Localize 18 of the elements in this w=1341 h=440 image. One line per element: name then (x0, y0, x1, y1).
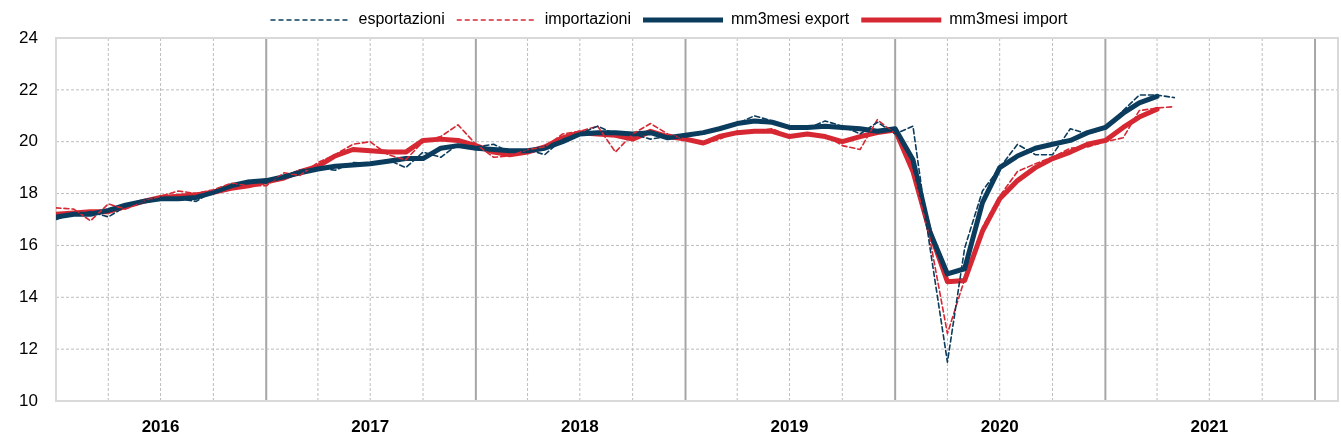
legend-label: esportazioni (358, 10, 445, 28)
legend-label: mm3mesi import (949, 10, 1069, 28)
y-tick-label: 20 (19, 131, 38, 151)
x-tick-label: 2019 (770, 416, 809, 436)
legend-label: mm3mesi export (731, 10, 850, 28)
y-tick-label: 12 (19, 338, 38, 358)
y-tick-label: 22 (19, 79, 38, 99)
legend-label: importazioni (544, 10, 632, 28)
y-tick-label: 14 (19, 286, 38, 306)
x-tick-label: 2018 (560, 416, 599, 436)
y-tick-label: 24 (19, 27, 38, 47)
y-tick-label: 16 (19, 235, 38, 255)
x-tick-label: 2020 (980, 416, 1019, 436)
x-tick-label: 2016 (141, 416, 180, 436)
x-tick-label: 2017 (351, 416, 390, 436)
y-tick-label: 10 (19, 390, 38, 410)
x-tick-label: 2021 (1190, 416, 1229, 436)
y-tick-label: 18 (19, 183, 38, 203)
